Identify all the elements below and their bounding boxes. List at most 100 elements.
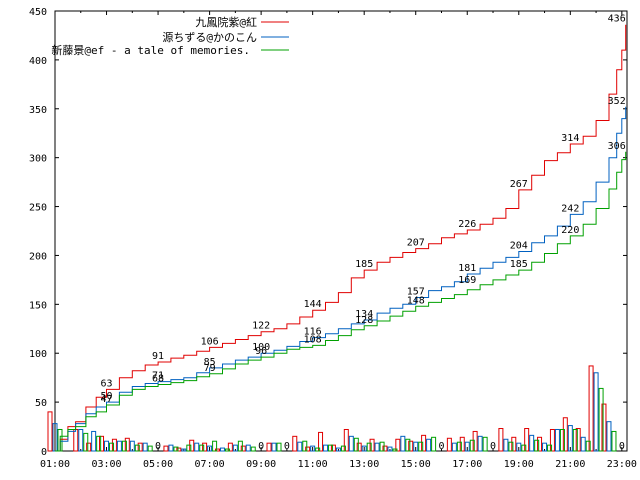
hourly-bar xyxy=(498,428,504,452)
hourly-bar xyxy=(537,436,543,452)
hourly-bar xyxy=(340,445,346,452)
hourly-bar xyxy=(549,428,555,452)
point-label: 100 xyxy=(252,342,270,353)
hourly-bar xyxy=(212,440,218,452)
point-label: 144 xyxy=(304,299,322,310)
hourly-bar xyxy=(382,445,388,452)
point-label: 185 xyxy=(510,259,528,270)
hourly-bar xyxy=(521,444,527,452)
y-tick-label: 450 xyxy=(29,7,47,18)
hourly-bar xyxy=(426,438,432,452)
x-axis: 01:00 03:00 05:00 07:00 09:00 11:00 13:00 15:00… xyxy=(40,11,637,470)
point-label: 207 xyxy=(407,238,425,249)
point-label: 204 xyxy=(510,241,528,252)
hourly-bar xyxy=(588,365,594,452)
hourly-bar xyxy=(86,442,92,452)
hourly-bar xyxy=(387,446,393,452)
x-tick-label: 01:00 xyxy=(40,459,70,470)
hourly-bar xyxy=(207,445,213,452)
hourly-bar xyxy=(124,437,130,452)
zero-marker: 0 xyxy=(619,441,625,452)
point-label: 128 xyxy=(355,315,373,326)
x-tick-label: 09:00 xyxy=(246,459,276,470)
point-label: 116 xyxy=(304,327,322,338)
hourly-bar xyxy=(202,442,208,452)
hourly-bar xyxy=(194,442,200,452)
point-label: 91 xyxy=(152,351,164,362)
hourly-bar xyxy=(121,440,127,452)
hourly-bar xyxy=(562,417,568,452)
hourly-bar xyxy=(292,435,298,452)
hourly-bar xyxy=(176,447,182,452)
hourly-bar xyxy=(109,442,115,452)
point-label: 79 xyxy=(204,363,216,374)
hourly-bar xyxy=(356,442,362,452)
point-label: 157 xyxy=(407,286,425,297)
x-tick-label: 13:00 xyxy=(349,459,379,470)
hourly-bar xyxy=(168,444,174,452)
point-labels: 63 91 106 122 144 185 207 226 267 314 436 50 71 85 100… xyxy=(101,14,626,405)
hourly-bar xyxy=(181,448,187,452)
zero-marker: 0 xyxy=(155,441,161,452)
hourly-bar xyxy=(328,444,334,452)
hourly-bar xyxy=(585,440,591,452)
hourly-bar xyxy=(137,442,143,452)
point-label: 306 xyxy=(608,141,626,152)
point-label: 185 xyxy=(355,259,373,270)
plot-frame xyxy=(54,10,628,452)
hourly-bar xyxy=(302,440,308,452)
series-line xyxy=(55,24,627,452)
point-label: 220 xyxy=(561,225,579,236)
y-tick-label: 50 xyxy=(35,398,47,409)
point-label: 71 xyxy=(152,371,164,382)
hourly-bar xyxy=(199,444,205,452)
hourly-bar xyxy=(554,428,560,452)
x-tick-label: 19:00 xyxy=(504,459,534,470)
hourly-bar xyxy=(104,440,110,452)
y-tick-label: 150 xyxy=(29,300,47,311)
point-label: 267 xyxy=(510,179,528,190)
hourly-bar xyxy=(529,434,535,452)
hourly-bar xyxy=(593,372,599,452)
hourly-bar xyxy=(379,441,385,452)
hourly-bar xyxy=(173,446,179,452)
point-label: 68 xyxy=(152,374,164,385)
hourly-bar xyxy=(366,442,372,452)
hourly-bar xyxy=(606,421,612,452)
hourly-bar xyxy=(408,440,414,452)
hourly-bar xyxy=(451,442,457,452)
hourly-bar xyxy=(601,403,607,452)
point-label: 148 xyxy=(407,295,425,306)
y-axis: 0 50 100 150 200 250 300 350 400 450 xyxy=(29,7,627,458)
y-tick-label: 250 xyxy=(29,203,47,214)
hourly-bar xyxy=(224,448,230,452)
point-label: 106 xyxy=(201,336,219,347)
hourly-bar xyxy=(348,435,354,452)
zero-marker: 0 xyxy=(438,441,444,452)
hourly-bar xyxy=(297,441,303,452)
hourly-bar xyxy=(266,442,272,452)
point-label: 436 xyxy=(608,14,626,25)
hourly-bar xyxy=(240,445,246,452)
legend-label: 源ちずる@かのこん xyxy=(162,30,257,44)
point-label: 122 xyxy=(252,321,270,332)
hourly-bar xyxy=(559,428,565,452)
hourly-bar xyxy=(335,447,341,452)
hourly-bar xyxy=(116,440,122,452)
hourly-bar xyxy=(353,437,359,452)
hourly-bar xyxy=(227,442,233,452)
hourly-bar xyxy=(469,439,475,452)
hourly-bar xyxy=(96,435,102,452)
point-label: 108 xyxy=(304,334,322,345)
point-label: 50 xyxy=(101,391,113,402)
hourly-bar xyxy=(464,441,470,452)
hourly-bar xyxy=(542,442,548,452)
hourly-bar xyxy=(343,428,349,452)
point-label: 242 xyxy=(561,203,579,214)
hourly-bar xyxy=(575,428,581,452)
point-label: 169 xyxy=(458,275,476,286)
point-label: 352 xyxy=(608,96,626,107)
hourly-bar xyxy=(392,448,398,452)
x-tick-label: 07:00 xyxy=(195,459,225,470)
